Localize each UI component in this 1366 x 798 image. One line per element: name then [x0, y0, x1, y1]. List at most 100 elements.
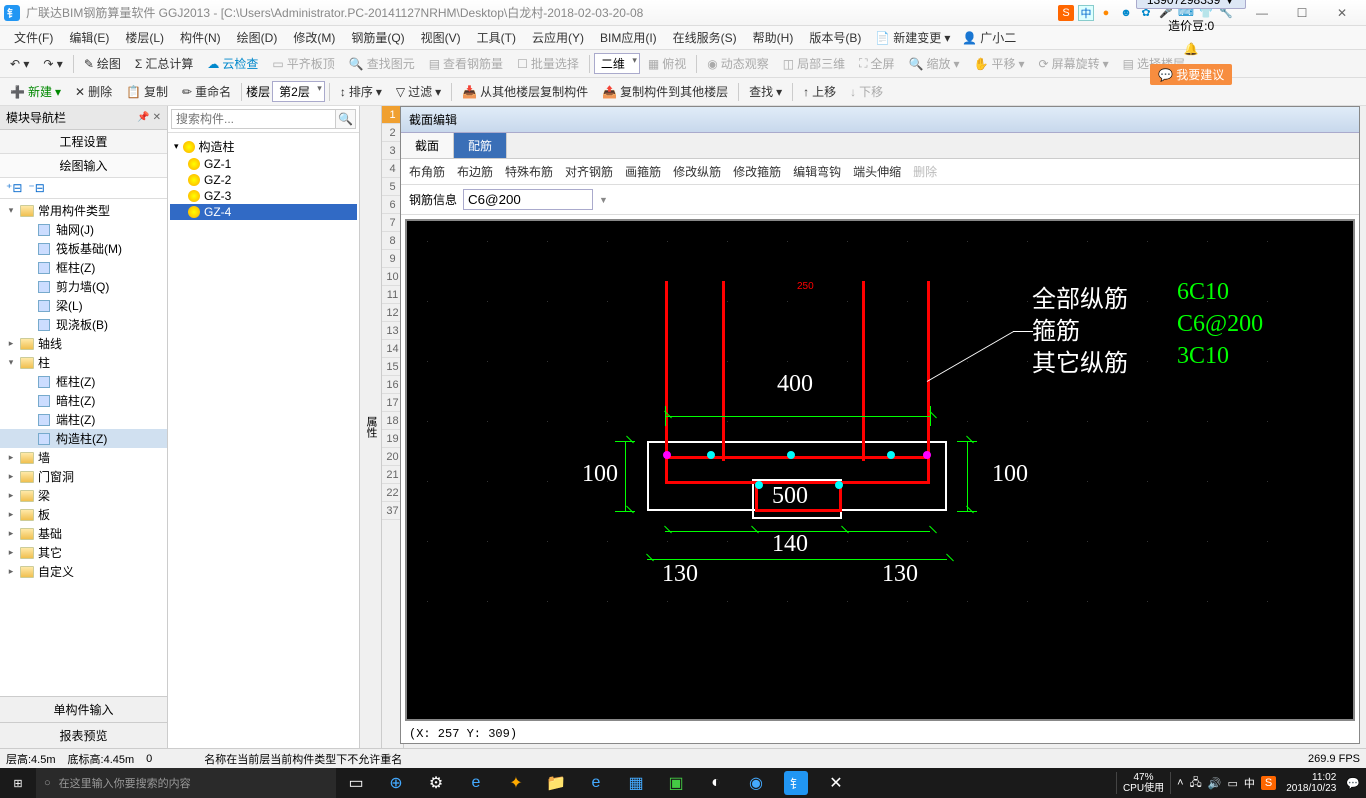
project-settings-row[interactable]: 工程设置 [0, 130, 167, 154]
single-input-button[interactable]: 单构件输入 [0, 696, 167, 722]
tree-item[interactable]: ▸墙 [0, 448, 167, 467]
tree-item[interactable]: 剪力墙(Q) [0, 277, 167, 296]
ie-icon[interactable]: e [576, 768, 616, 798]
level-top-button[interactable]: ▭ 平齐板顶 [266, 53, 340, 74]
local-3d-button[interactable]: ◫ 局部三维 [777, 53, 851, 74]
task-view-icon[interactable]: ▭ [336, 768, 376, 798]
tree-item[interactable]: ▸自定义 [0, 562, 167, 581]
rebar-tool[interactable]: 端头伸缩 [853, 163, 901, 180]
rebar-tool[interactable]: 特殊布筋 [505, 163, 553, 180]
rebar-tool[interactable]: 画箍筋 [625, 163, 661, 180]
draw-button[interactable]: ✎ 绘图 [78, 53, 127, 74]
edge-icon[interactable]: e [456, 768, 496, 798]
collapse-icon[interactable]: ⁻⊟ [28, 181, 44, 195]
zoom-button[interactable]: 🔍 缩放 ▾ [903, 53, 966, 74]
user-button[interactable]: 👤 广小二 [956, 27, 1022, 48]
batch-select-button[interactable]: ☐ 批量选择 [511, 53, 585, 74]
component-item[interactable]: GZ-2 [170, 172, 357, 188]
rebar-tool[interactable]: 布边筋 [457, 163, 493, 180]
tree-item[interactable]: 端柱(Z) [0, 410, 167, 429]
app-icon[interactable]: ◉ [736, 768, 776, 798]
app-icon[interactable]: ▣ [656, 768, 696, 798]
tree-item[interactable]: ▸门窗洞 [0, 467, 167, 486]
find-elem-button[interactable]: 🔍 查找图元 [343, 53, 421, 74]
tree-item[interactable]: ▸轴线 [0, 334, 167, 353]
rebar-tool[interactable]: 修改纵筋 [673, 163, 721, 180]
notifications-icon[interactable]: 💬 [1346, 777, 1360, 790]
find-button[interactable]: 查找 ▾ [743, 81, 788, 102]
copy-from-floor-button[interactable]: 📥 从其他楼层复制构件 [456, 81, 594, 102]
tree-item[interactable]: 构造柱(Z) [0, 429, 167, 448]
tree-item[interactable]: 轴网(J) [0, 220, 167, 239]
tree-item[interactable]: ▸其它 [0, 543, 167, 562]
menu-item[interactable]: 在线服务(S) [665, 29, 745, 47]
tree-item[interactable]: 梁(L) [0, 296, 167, 315]
app-icon[interactable]: ✕ [816, 768, 856, 798]
filter-button[interactable]: ▽ 过滤 ▾ [390, 81, 447, 102]
menu-item[interactable]: 修改(M) [285, 29, 343, 47]
redo-button[interactable]: ↷ ▾ [37, 55, 68, 73]
attr-tab[interactable]: 属性 [360, 106, 382, 748]
report-preview-button[interactable]: 报表预览 [0, 722, 167, 748]
fullscreen-button[interactable]: ⛶ 全屏 [853, 53, 900, 74]
menu-item[interactable]: 工具(T) [469, 29, 524, 47]
rebar-tool[interactable]: 编辑弯钩 [793, 163, 841, 180]
app-icon[interactable]: ⚙ [416, 768, 456, 798]
dynamic-view-button[interactable]: ◉ 动态观察 [701, 53, 775, 74]
view-rebar-button[interactable]: ▤ 查看钢筋量 [423, 53, 509, 74]
menu-item[interactable]: 云应用(Y) [524, 29, 592, 47]
sort-button[interactable]: ↕ 排序 ▾ [334, 81, 388, 102]
tree-item[interactable]: ▸板 [0, 505, 167, 524]
app-icon[interactable]: ⊕ [376, 768, 416, 798]
tree-item[interactable]: ▸梁 [0, 486, 167, 505]
tree-item[interactable]: ▸基础 [0, 524, 167, 543]
tree-item[interactable]: 筏板基础(M) [0, 239, 167, 258]
component-item[interactable]: GZ-3 [170, 188, 357, 204]
app-icon[interactable]: ◐ [696, 768, 736, 798]
cloud-check-button[interactable]: ☁ 云检查 [201, 53, 264, 74]
pin-icon[interactable]: 📌 ✕ [137, 112, 161, 123]
menu-item[interactable]: 钢筋量(Q) [343, 29, 412, 47]
search-input[interactable] [171, 109, 336, 129]
app-icon[interactable]: ▦ [616, 768, 656, 798]
bell-icon[interactable]: 🔔 [1184, 42, 1199, 56]
top-view-button[interactable]: ▦ 俯视 [642, 53, 692, 74]
rename-button[interactable]: ✏ 重命名 [176, 81, 237, 102]
pan-button[interactable]: ✋ 平移 ▾ [968, 53, 1031, 74]
menu-item[interactable]: 绘图(D) [229, 29, 286, 47]
ime-icon[interactable]: 中 [1244, 775, 1255, 791]
section-canvas[interactable]: 400100100140500130130250全部纵筋6C10箍筋C6@200… [405, 219, 1355, 721]
tray-icon[interactable]: ▭ [1227, 777, 1237, 790]
component-item[interactable]: GZ-4 [170, 204, 357, 220]
cpu-meter[interactable]: 47% CPU使用 [1116, 772, 1171, 794]
rebar-tool[interactable]: 对齐钢筋 [565, 163, 613, 180]
tree-item[interactable]: 框柱(Z) [0, 258, 167, 277]
menu-item[interactable]: 版本号(B) [801, 29, 869, 47]
delete-button[interactable]: ✕ 删除 [69, 81, 118, 102]
rebar-tool[interactable]: 布角筋 [409, 163, 445, 180]
taskbar-search[interactable]: ○ 在这里输入你要搜索的内容 [36, 768, 336, 798]
menu-item[interactable]: 编辑(E) [61, 29, 117, 47]
menu-item[interactable]: 帮助(H) [745, 29, 802, 47]
folder-icon[interactable]: 📁 [536, 768, 576, 798]
copy-button[interactable]: 📋 复制 [120, 81, 174, 102]
rebar-tool[interactable]: 删除 [913, 163, 937, 180]
tray-up-icon[interactable]: ˄ [1177, 777, 1183, 789]
clock[interactable]: 11:02 2018/10/23 [1282, 772, 1340, 794]
move-down-button[interactable]: ↓ 下移 [844, 81, 889, 102]
suggest-button[interactable]: 💬 我要建议 [1150, 64, 1232, 85]
volume-icon[interactable]: 🔊 [1208, 777, 1222, 790]
app-icon[interactable]: ✦ [496, 768, 536, 798]
tree-item[interactable]: 框柱(Z) [0, 372, 167, 391]
tree-item[interactable]: 现浇板(B) [0, 315, 167, 334]
menu-item[interactable]: 视图(V) [413, 29, 469, 47]
start-button[interactable]: ⊞ [0, 768, 36, 798]
rebar-tool[interactable]: 修改箍筋 [733, 163, 781, 180]
sogou-tray-icon[interactable]: S [1261, 776, 1276, 790]
component-item[interactable]: GZ-1 [170, 156, 357, 172]
tree-item[interactable]: ▾常用构件类型 [0, 201, 167, 220]
network-icon[interactable]: 🖧 [1190, 774, 1202, 793]
undo-button[interactable]: ↶ ▾ [4, 55, 35, 73]
view-mode-combo[interactable]: 二维 [594, 53, 640, 74]
move-up-button[interactable]: ↑ 上移 [797, 81, 842, 102]
